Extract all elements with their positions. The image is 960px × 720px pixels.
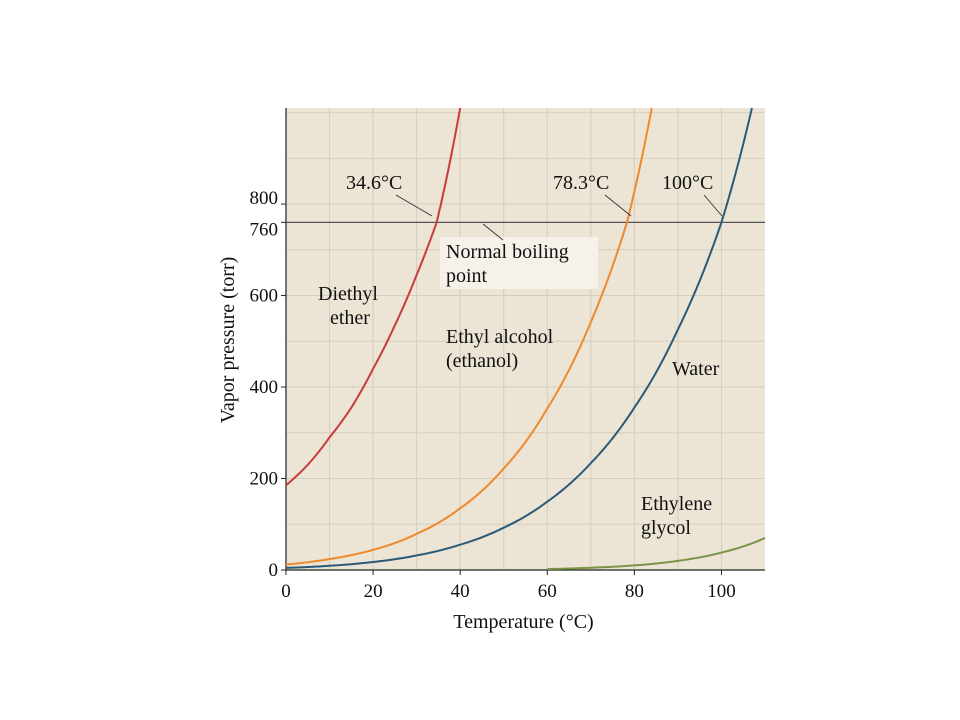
normal-boiling-point-label: Normal boiling bbox=[446, 241, 569, 263]
diethyl-ether-label: Diethyl bbox=[318, 283, 378, 305]
boiling-temp-leader bbox=[703, 194, 723, 217]
water-label: Water bbox=[672, 358, 720, 380]
y-tick-labels: 0 200 400 600 760 800 bbox=[250, 188, 286, 581]
y-axis-label: Vapor pressure (torr) bbox=[217, 257, 239, 424]
x-tick-label: 40 bbox=[451, 581, 470, 602]
axes bbox=[285, 108, 765, 571]
ethylene-glycol-line bbox=[547, 537, 766, 571]
diethyl-ether-label: ether bbox=[330, 307, 370, 329]
y-tick-label: 600 bbox=[250, 286, 279, 307]
y-tick-label: 800 bbox=[250, 188, 279, 209]
series-lines bbox=[285, 107, 766, 571]
boiling-temp-label: 34.6°C bbox=[346, 172, 402, 194]
boiling-temp-leader bbox=[395, 194, 433, 217]
x-tick-label: 60 bbox=[538, 581, 557, 602]
x-axis-label: Temperature (°C) bbox=[453, 611, 593, 633]
normal-boiling-point-label: point bbox=[446, 265, 488, 287]
ethylene-glycol-label: Ethylene bbox=[641, 493, 712, 515]
y-tick-label: 0 bbox=[269, 560, 279, 581]
x-tick-labels: 0 20 40 60 80 100 bbox=[281, 570, 736, 602]
x-tick-label: 20 bbox=[364, 581, 383, 602]
x-tick-label: 80 bbox=[625, 581, 644, 602]
normal-boiling-point-leader bbox=[482, 223, 504, 241]
plot-area bbox=[286, 108, 765, 570]
grid-lines bbox=[286, 108, 765, 570]
y-tick-label: 200 bbox=[250, 469, 279, 490]
ethyl-alcohol-label: (ethanol) bbox=[446, 350, 518, 372]
boiling-temp-label: 78.3°C bbox=[553, 172, 609, 194]
diethyl-ether-line bbox=[285, 107, 462, 487]
boiling-temp-leader bbox=[604, 194, 632, 217]
ethyl-alcohol-label: Ethyl alcohol bbox=[446, 326, 554, 348]
normal-boiling-point-label-box bbox=[440, 237, 598, 289]
x-tick-label: 100 bbox=[707, 581, 736, 602]
water-line bbox=[285, 107, 753, 569]
boiling-temp-label: 100°C bbox=[662, 172, 713, 194]
x-tick-label: 0 bbox=[281, 581, 291, 602]
y-tick-label: 400 bbox=[250, 377, 279, 398]
ethyl-alcohol-line bbox=[285, 107, 653, 566]
y-tick-label: 760 bbox=[250, 219, 279, 240]
ethylene-glycol-label: glycol bbox=[641, 517, 691, 539]
